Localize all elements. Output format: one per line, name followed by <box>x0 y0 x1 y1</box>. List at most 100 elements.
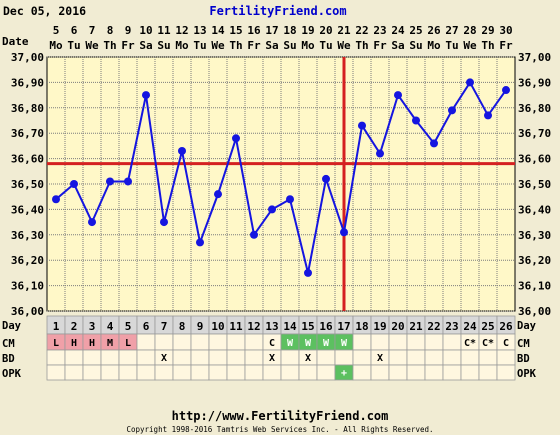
opk-cell <box>208 364 228 381</box>
bd-cell <box>442 349 462 366</box>
temperature-point <box>430 139 438 148</box>
bd-row-label: BD <box>2 353 15 365</box>
y-tick-label: 36,60 <box>518 153 551 166</box>
date-label: 28 <box>463 24 476 37</box>
opk-cell <box>388 364 408 381</box>
date-label: 13 <box>193 24 206 37</box>
cm-row-label: CM <box>2 338 15 350</box>
footer-url-link[interactable]: http://www.FertilityFriend.com <box>172 409 389 423</box>
temperature-point <box>304 268 312 277</box>
grid-lines <box>47 56 515 312</box>
date-label: 11 <box>157 24 171 37</box>
opk-cell <box>64 364 84 381</box>
bd-cell <box>244 349 264 366</box>
date-label: 22 <box>355 24 368 37</box>
bd-cell <box>424 349 444 366</box>
temperature-point <box>412 116 420 125</box>
temperature-point <box>358 121 366 130</box>
cm-cell <box>226 333 246 351</box>
data-table: 1 2 3 4 5 6 7 8 9 10 11 12 13 14 15 16 17 18 19 20 21 22 23 24 2… <box>46 315 516 381</box>
y-tick-label: 36,20 <box>518 254 551 267</box>
date-label: 9 <box>125 24 132 37</box>
y-tick-label: 37,00 <box>518 51 551 64</box>
opk-cell <box>100 364 120 381</box>
bd-cell <box>280 349 300 366</box>
y-tick-label: 36,50 <box>11 178 44 191</box>
cm-cell-value: H <box>89 338 95 349</box>
weekday-label: We <box>211 39 225 52</box>
opk-cell <box>460 364 480 381</box>
cm-cell <box>136 333 156 351</box>
day-row-label-right: Day <box>517 320 537 332</box>
days-cell-value: 4 <box>107 320 114 333</box>
temperature-point <box>214 190 222 199</box>
temperature-point <box>322 174 330 183</box>
y-tick-label: 36,40 <box>11 203 44 216</box>
opk-cell <box>82 364 102 381</box>
weekday-label: Mo <box>427 39 441 52</box>
bd-cell <box>46 349 66 366</box>
weekday-label: Tu <box>67 39 80 52</box>
cm-cell <box>172 333 192 351</box>
opk-cell-value: + <box>341 368 347 379</box>
temperature-point <box>448 106 456 115</box>
opk-cell <box>442 364 462 381</box>
bd-cell <box>388 349 408 366</box>
days-cell-value: 3 <box>89 320 96 333</box>
days-cell-value: 23 <box>445 320 458 333</box>
days-cell-value: 2 <box>71 320 78 333</box>
bd-cell <box>316 349 336 366</box>
cm-cell <box>406 333 426 351</box>
date-label: 23 <box>373 24 386 37</box>
temperature-point <box>484 111 492 120</box>
days-cell-value: 16 <box>319 320 333 333</box>
opk-cell <box>172 364 192 381</box>
chart-date: Dec 05, 2016 <box>3 4 86 18</box>
weekday-label: Sa <box>139 39 152 52</box>
temperature-point <box>106 177 114 186</box>
weekday-label: Su <box>283 39 296 52</box>
opk-cell <box>244 364 264 381</box>
date-row-label: Date <box>2 35 29 48</box>
weekday-label: Su <box>157 39 170 52</box>
opk-cell <box>352 364 372 381</box>
weekday-label: We <box>85 39 99 52</box>
temperature-point <box>466 78 474 87</box>
opk-cell <box>190 364 210 381</box>
cm-cell <box>388 333 408 351</box>
days-cell-value: 6 <box>143 320 150 333</box>
days-cell-value: 25 <box>481 320 494 333</box>
date-label: 7 <box>89 24 96 37</box>
date-label: 8 <box>107 24 114 37</box>
date-label: 24 <box>391 24 405 37</box>
days-cell-value: 9 <box>197 320 204 333</box>
cm-cell-value: L <box>53 338 59 349</box>
temperature-point <box>268 205 276 214</box>
bd-cell <box>478 349 498 366</box>
y-tick-label: 36,30 <box>518 229 551 242</box>
days-cell-value: 15 <box>301 320 314 333</box>
y-axis-left: 36,00 36,10 36,20 36,30 36,40 36,50 36,60 36,70… <box>11 51 44 318</box>
temperature-point <box>124 177 132 186</box>
y-tick-label: 36,60 <box>11 153 44 166</box>
cm-cell <box>442 333 462 351</box>
cm-cell-value: W <box>323 338 330 349</box>
date-label: 29 <box>481 24 494 37</box>
y-tick-label: 36,80 <box>11 102 44 115</box>
temperature-point <box>394 91 402 100</box>
date-label: 30 <box>499 24 512 37</box>
y-tick-label: 36,40 <box>518 203 551 216</box>
y-tick-label: 36,70 <box>518 127 551 140</box>
date-header-row: 5 Mo 6 Tu 7 We 8 Th 9 Fr 10 Sa 11 Su 12 Mo 13 Tu 14 We 15 Th 1… <box>49 24 513 52</box>
bd-cell <box>208 349 228 366</box>
cm-cell <box>424 333 444 351</box>
weekday-label: We <box>337 39 351 52</box>
opk-row-label-right: OPK <box>517 368 537 380</box>
days-cell-value: 14 <box>283 320 297 333</box>
y-tick-label: 36,10 <box>518 280 551 293</box>
opk-cell <box>478 364 498 381</box>
site-brand-link[interactable]: FertilityFriend.com <box>209 4 346 18</box>
temperature-point <box>142 91 150 100</box>
days-cell-value: 24 <box>463 320 477 333</box>
bd-cell <box>64 349 84 366</box>
